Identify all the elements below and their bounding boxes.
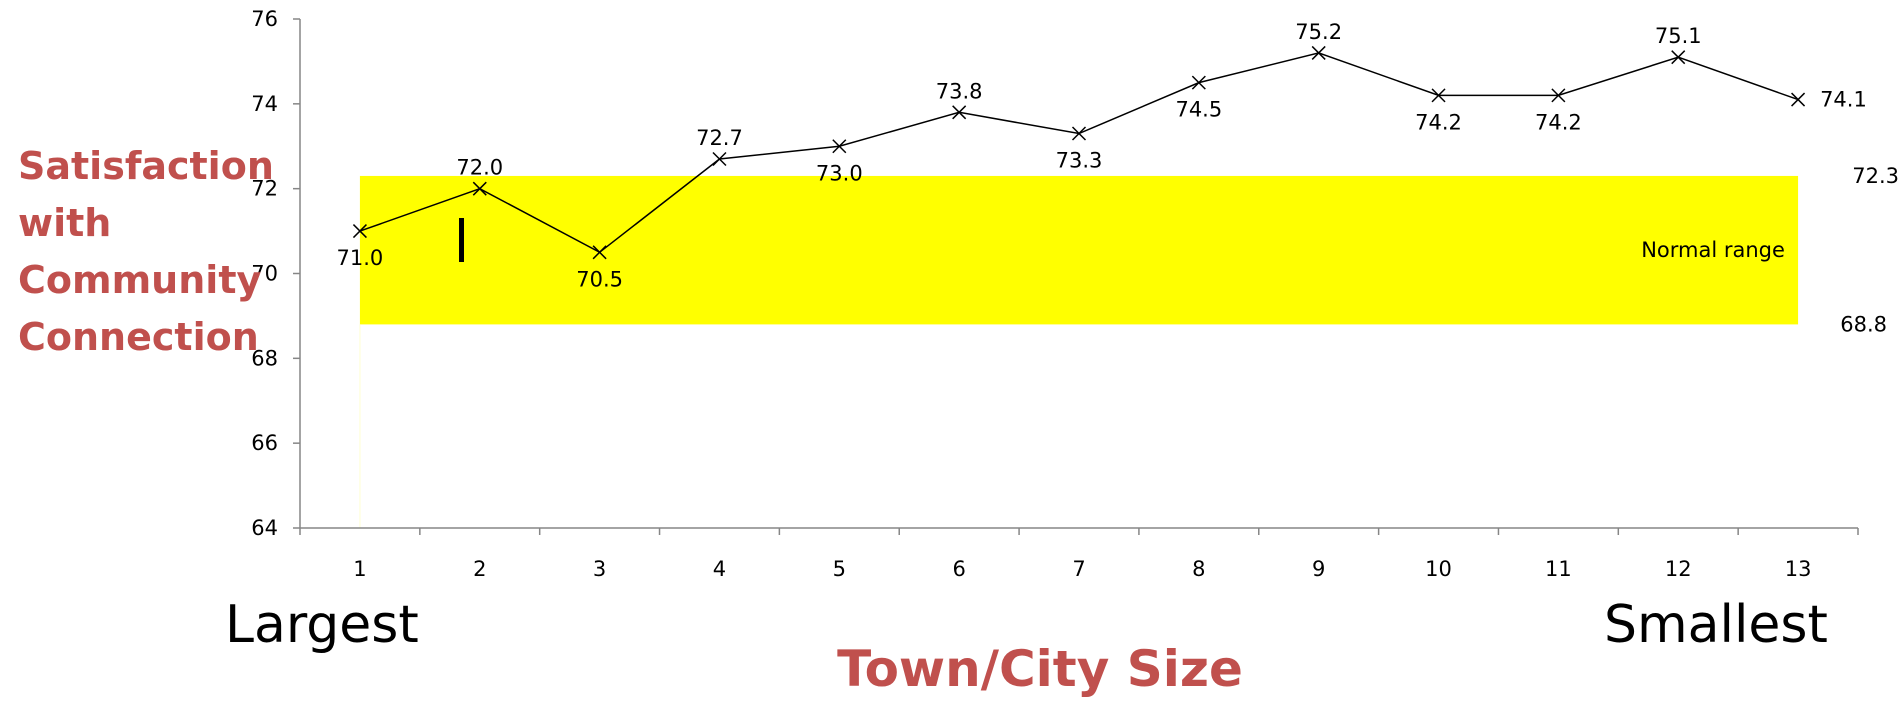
marker-stroke: [1551, 88, 1566, 103]
data-label: 71.0: [337, 246, 384, 270]
data-point-marker: [1431, 88, 1446, 103]
data-point-marker: [1311, 45, 1326, 60]
data-label: 73.0: [816, 161, 863, 185]
data-point-marker: [352, 224, 367, 239]
x-tick-label: 8: [1192, 557, 1205, 581]
data-point-marker: [712, 151, 727, 167]
y-tick-label: 68: [251, 346, 278, 370]
text-cursor-mark: [459, 218, 464, 262]
x-axis-title: Town/City Size: [837, 640, 1243, 698]
x-tick-label: 6: [952, 557, 965, 581]
data-label: 72.7: [696, 126, 743, 150]
y-tick-label: 66: [251, 431, 278, 455]
marker-stroke: [952, 105, 967, 120]
x-tick-label: 3: [593, 557, 606, 581]
data-label: 74.2: [1415, 110, 1462, 134]
marker-stroke: [1671, 50, 1686, 65]
data-label: 74.5: [1175, 98, 1222, 122]
normal-range-band: [359, 175, 1799, 325]
x-tick-label: 4: [713, 557, 726, 581]
y-tick-label: 64: [251, 516, 278, 540]
y-tick-label: 70: [251, 262, 278, 286]
marker-stroke: [1431, 88, 1446, 103]
data-point-marker: [1551, 88, 1566, 103]
data-label: 72.0: [456, 156, 503, 180]
data-label: 74.1: [1820, 88, 1867, 112]
normal-range-low-label: 68.8: [1840, 312, 1887, 336]
marker-stroke: [712, 151, 727, 167]
marker-stroke: [1791, 92, 1806, 107]
data-label: 74.2: [1535, 110, 1582, 134]
data-point-marker: [1671, 50, 1686, 65]
x-tick-label: 10: [1425, 557, 1452, 581]
x-tick-label: 12: [1665, 557, 1692, 581]
data-point-marker: [1191, 75, 1206, 90]
marker-stroke: [832, 139, 847, 154]
data-label: 73.8: [936, 79, 983, 103]
x-tick-label: 9: [1312, 557, 1325, 581]
data-label: 75.2: [1295, 20, 1342, 44]
data-point-marker: [1071, 126, 1087, 141]
y-axis-title-line: Satisfaction: [18, 144, 274, 188]
y-axis-title-line: Connection: [18, 315, 259, 359]
x-tick-label: 2: [473, 557, 486, 581]
data-label: 75.1: [1655, 24, 1702, 48]
normal-range-high-label: 72.3: [1852, 164, 1899, 188]
x-tick-label: 13: [1785, 557, 1812, 581]
x-tick-label: 11: [1545, 557, 1572, 581]
data-point-marker: [592, 245, 607, 260]
marker-stroke: [472, 181, 487, 196]
x-end-label-largest: Largest: [225, 595, 419, 655]
y-tick-label: 76: [251, 7, 278, 31]
x-tick-label: 7: [1072, 557, 1085, 581]
data-point-marker: [1791, 92, 1806, 107]
y-tick-label: 74: [251, 92, 278, 116]
y-axis-title-line: Community: [18, 258, 262, 302]
x-tick-label: 1: [353, 557, 366, 581]
marker-stroke: [1071, 126, 1087, 141]
data-point-marker: [472, 181, 487, 196]
data-point-marker: [952, 105, 967, 120]
marker-stroke: [1311, 45, 1326, 60]
y-tick-label: 72: [251, 177, 278, 201]
marker-stroke: [592, 245, 607, 260]
x-end-label-smallest: Smallest: [1604, 595, 1828, 655]
marker-stroke: [1191, 75, 1206, 90]
y-axis-title: Satisfaction with Community Connection: [18, 138, 274, 366]
data-label: 73.3: [1056, 149, 1103, 173]
data-point-marker: [832, 139, 847, 154]
y-axis-title-line: with: [18, 201, 112, 245]
marker-stroke: [352, 224, 367, 239]
x-tick-label: 5: [833, 557, 846, 581]
data-label: 70.5: [576, 267, 623, 291]
normal-range-label: Normal range: [1641, 238, 1785, 262]
